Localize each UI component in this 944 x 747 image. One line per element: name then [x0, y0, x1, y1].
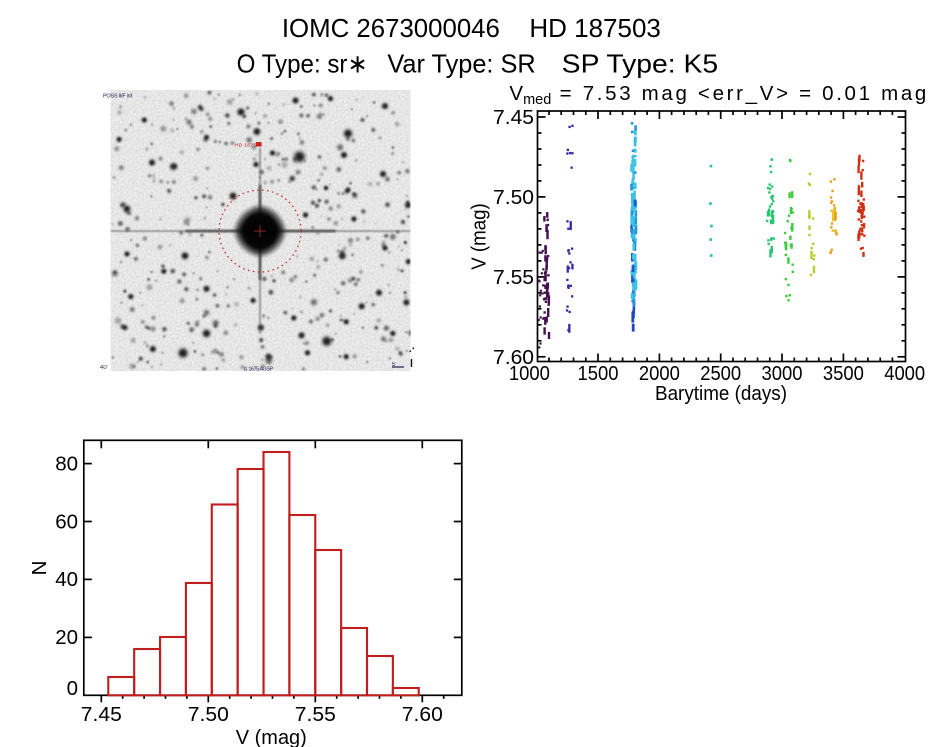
svg-text:7.50: 7.50	[493, 186, 534, 209]
svg-text:7.45: 7.45	[493, 106, 534, 129]
svg-text:80: 80	[55, 452, 78, 475]
svg-text:5': 5'	[392, 362, 396, 368]
svg-text:3500: 3500	[823, 362, 864, 385]
svg-text:IOMC 2673000046: IOMC 2673000046	[282, 13, 500, 43]
svg-text:4000: 4000	[884, 362, 925, 385]
svg-text:40': 40'	[100, 365, 108, 371]
svg-text:2000: 2000	[639, 362, 680, 385]
svg-text:V (mag): V (mag)	[236, 726, 307, 747]
svg-text:7.55: 7.55	[493, 266, 534, 289]
svg-text:7.60: 7.60	[493, 346, 534, 369]
svg-text:3000: 3000	[762, 362, 803, 385]
svg-text:SP Type: K5: SP Type: K5	[562, 48, 719, 78]
svg-text:7.60: 7.60	[402, 703, 443, 726]
svg-text:1500: 1500	[578, 362, 619, 385]
svg-text:HD 187503: HD 187503	[235, 143, 262, 149]
svg-text:7.55: 7.55	[295, 703, 336, 726]
svg-text:Var Type: SR: Var Type: SR	[387, 48, 535, 78]
svg-text:Barytime (days): Barytime (days)	[655, 382, 787, 405]
svg-text:N: N	[28, 561, 51, 576]
svg-text:2500: 2500	[700, 362, 741, 385]
svg-text:20: 20	[55, 626, 78, 649]
svg-text:O Type: sr∗: O Type: sr∗	[237, 48, 368, 78]
svg-text:d. 1675 AGSP: d. 1675 AGSP	[244, 366, 274, 372]
svg-text:7.45: 7.45	[81, 703, 122, 726]
svg-text:POSS II/F inf: POSS II/F inf	[103, 94, 132, 100]
svg-text:7.50: 7.50	[188, 703, 229, 726]
svg-text:HD 187503: HD 187503	[529, 13, 661, 43]
svg-text:60: 60	[55, 510, 78, 533]
svg-text:40: 40	[55, 568, 78, 591]
svg-text:0: 0	[67, 677, 78, 700]
svg-text:1000: 1000	[509, 362, 550, 385]
svg-text:V (mag): V (mag)	[468, 203, 491, 270]
